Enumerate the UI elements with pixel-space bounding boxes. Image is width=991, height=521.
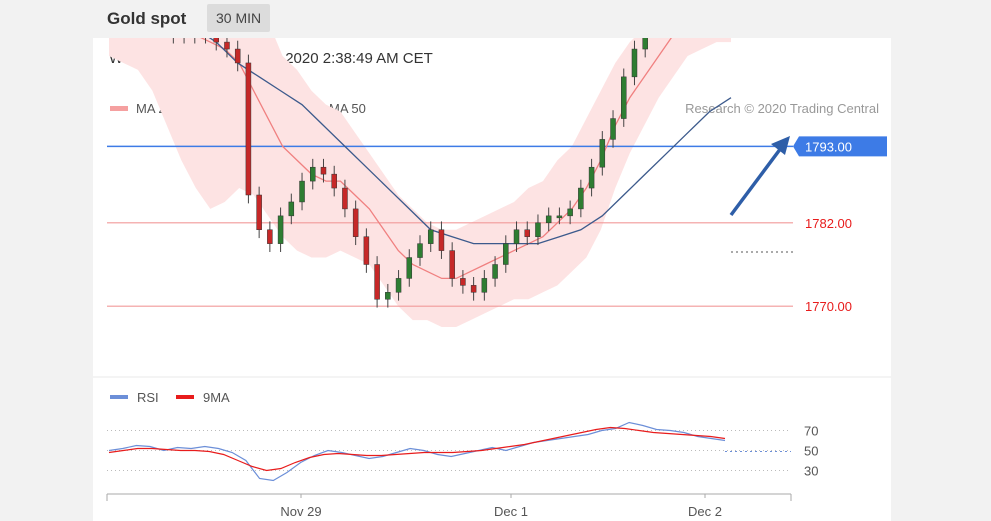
x-ticks: Nov 29 Dec 1 Dec 2 <box>106 494 792 519</box>
legend-rsi-label: RSI <box>137 390 159 405</box>
candle-body <box>299 180 305 203</box>
candle-body <box>449 250 455 279</box>
candle-body <box>427 229 434 244</box>
candle-body <box>245 62 252 196</box>
ma50-line <box>208 38 732 245</box>
candle-body <box>599 139 606 168</box>
rsi-tick-30: 30 <box>804 464 818 479</box>
bollinger-band-area <box>109 38 731 328</box>
candle-body <box>513 229 520 244</box>
candle-body <box>320 166 327 175</box>
legend-rsi-swatch <box>110 395 128 399</box>
rsi-chart: 70 50 30 <box>107 421 818 482</box>
candle-body <box>234 48 241 64</box>
tag-label-1782.00: 1782.00 <box>805 216 852 231</box>
chart-panel: Wednesday, December 2, 2020 2:38:49 AM C… <box>93 38 891 521</box>
tag-label-1793.00: 1793.00 <box>805 139 852 154</box>
level-tags: 1841.001832.001813.711793.001782.001770.… <box>793 136 887 314</box>
legend-rsi-ma-swatch <box>176 395 194 399</box>
candle-body <box>567 208 573 217</box>
credit-text: Research © 2020 Trading Central <box>685 101 879 116</box>
candle-body <box>556 215 563 219</box>
candle-body <box>492 264 498 279</box>
candle-body <box>310 166 316 182</box>
candle-body <box>267 229 273 244</box>
candle-body <box>288 201 295 217</box>
candle-body <box>642 38 648 50</box>
chart-svg: MA 20 + Bollinger Bands MA 50 Research ©… <box>93 38 891 519</box>
timeframe-button[interactable]: 30 MIN <box>207 4 271 32</box>
ma20-line <box>200 38 672 280</box>
price-levels <box>107 145 793 307</box>
candle-body <box>535 222 541 237</box>
candle-body <box>406 257 413 279</box>
target-arrow <box>729 136 790 217</box>
candle-body <box>470 285 477 293</box>
x-tick-label: Nov 29 <box>280 504 321 519</box>
chart-title: Gold spot <box>107 9 187 28</box>
rsi-ma-line <box>108 426 726 472</box>
rsi-tick-70: 70 <box>804 424 818 439</box>
moving-averages <box>200 38 793 280</box>
candle-body <box>545 215 552 224</box>
x-tick-label: Dec 2 <box>688 504 722 519</box>
arrow-shaft <box>729 146 783 217</box>
rsi-line <box>108 421 726 482</box>
candle-body <box>331 173 337 189</box>
candle-body <box>621 76 627 119</box>
candle-body <box>213 38 219 43</box>
header: Gold spot 30 MIN <box>93 0 891 38</box>
candle-body <box>438 229 445 251</box>
candle-body <box>417 243 423 258</box>
candlesticks <box>172 38 648 308</box>
candle-body <box>481 278 488 293</box>
bollinger-bands <box>109 38 731 328</box>
x-tick-label: Dec 1 <box>494 504 528 519</box>
candle-body <box>395 278 402 293</box>
candle-body <box>224 41 230 50</box>
candle-body <box>588 166 595 189</box>
legend-rsi-ma-label: 9MA <box>203 390 230 405</box>
tag-label-1770.00: 1770.00 <box>805 299 852 314</box>
candle-body <box>578 187 584 210</box>
candle-body <box>342 187 348 210</box>
candle-body <box>503 243 509 265</box>
candle-body <box>524 229 530 237</box>
tag-bg-1793.00 <box>793 136 887 157</box>
candle-body <box>363 236 370 265</box>
candle-body <box>631 48 638 78</box>
candle-body <box>460 278 466 286</box>
candle-body <box>374 264 380 300</box>
legend-ma20-swatch <box>110 106 128 111</box>
candle-body <box>610 118 616 140</box>
candle-body <box>256 194 262 230</box>
candle-body <box>277 215 284 244</box>
candle-body <box>352 208 359 237</box>
candle-body <box>385 292 391 300</box>
rsi-tick-50: 50 <box>804 444 818 459</box>
arrow-head <box>771 136 790 155</box>
